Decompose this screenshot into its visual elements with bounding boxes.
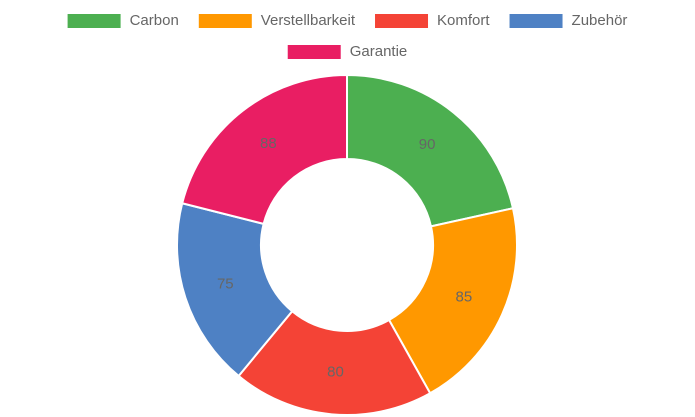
slice (237, 309, 432, 416)
slice (346, 73, 515, 228)
legend-swatch (287, 45, 341, 59)
value-label: 88 (260, 135, 277, 152)
slice (180, 73, 348, 226)
value-label: 90 (419, 136, 436, 153)
legend-swatch (375, 14, 429, 28)
value-label: 75 (217, 276, 234, 293)
legend-label: Carbon (130, 12, 179, 29)
legend-swatch (198, 14, 252, 28)
legend-swatch (509, 14, 563, 28)
slice (387, 207, 518, 395)
legend-label: Verstellbarkeit (261, 12, 356, 29)
slice (176, 202, 294, 378)
legend-label: Garantie (350, 43, 408, 60)
legend-label: Zubehör (572, 12, 628, 29)
value-label: 80 (327, 363, 344, 380)
legend-label: Komfort (437, 12, 490, 29)
legend-row: Carbon Verstellbarkeit Komfort Zubehör (67, 12, 628, 29)
legend-row: Garantie (287, 43, 408, 60)
legend-swatch (67, 14, 121, 28)
value-label: 85 (455, 288, 472, 305)
